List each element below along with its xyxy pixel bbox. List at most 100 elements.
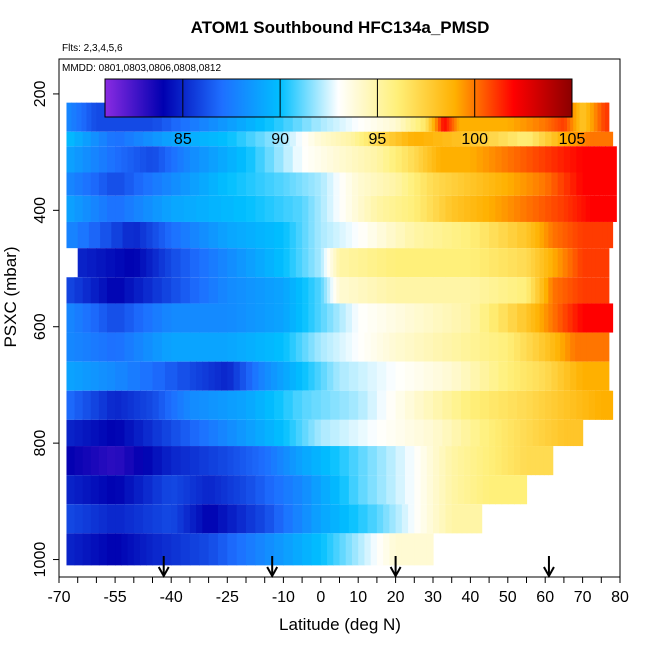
heatmap-cell: [320, 504, 331, 534]
heatmap-cell: [520, 172, 528, 196]
heatmap-cell: [264, 172, 275, 196]
heatmap-cell: [106, 419, 116, 447]
heatmap-cell: [133, 131, 144, 147]
heatmap-cell: [470, 475, 478, 505]
heatmap-cell: [479, 221, 490, 249]
heatmap-cell: [563, 361, 571, 391]
heatmap-cell: [562, 221, 569, 249]
heatmap-cell: [470, 131, 481, 147]
heatmap-cell: [442, 332, 453, 362]
heatmap-cell: [495, 446, 503, 476]
heatmap-cell: [66, 419, 76, 447]
heatmap-cell: [433, 172, 440, 196]
heatmap-cell: [376, 195, 384, 222]
heatmap-cell: [74, 332, 84, 362]
heatmap-cell: [227, 221, 238, 249]
heatmap-cell: [520, 361, 528, 391]
heatmap-cell: [514, 195, 521, 222]
heatmap-cell: [461, 504, 468, 534]
heatmap-cell: [607, 303, 614, 333]
heatmap-cell: [507, 303, 518, 333]
heatmap-cell: [530, 221, 536, 249]
heatmap-cell: [274, 419, 284, 447]
heatmap-cell: [420, 172, 428, 196]
heatmap-cell: [489, 361, 500, 391]
heatmap-cell: [582, 277, 588, 304]
heatmap-cell: [90, 332, 100, 362]
heatmap-cell: [414, 361, 425, 391]
heatmap-cell: [239, 475, 247, 505]
heatmap-cell: [532, 131, 540, 147]
heatmap-cell: [196, 195, 210, 222]
heatmap-cell: [464, 475, 471, 505]
heatmap-cell: [246, 446, 253, 476]
heatmap-cell: [295, 277, 303, 304]
heatmap-cell: [433, 419, 443, 447]
heatmap-cell: [401, 146, 409, 173]
heatmap-cell: [171, 332, 182, 362]
heatmap-cell: [457, 277, 471, 304]
heatmap-cell: [236, 504, 247, 534]
heatmap-cell: [66, 303, 76, 333]
heatmap-cell: [327, 248, 331, 278]
heatmap-cell: [333, 221, 341, 249]
heatmap-cell: [90, 172, 100, 196]
heatmap-cell: [401, 195, 409, 222]
heatmap-cell: [66, 195, 76, 222]
y-axis: 200 400 600 800 1000: [32, 59, 60, 577]
heatmap-cell: [501, 195, 509, 222]
heatmap-cell: [595, 248, 601, 278]
x-tick-label: 30: [424, 589, 442, 606]
heatmap-cell: [526, 390, 534, 420]
heatmap-cell: [152, 533, 163, 566]
heatmap-cell: [74, 475, 84, 505]
heatmap-cell: [333, 277, 337, 304]
heatmap-cell: [562, 303, 569, 333]
heatmap-cell: [98, 475, 108, 505]
heatmap-cell: [333, 195, 341, 222]
heatmap-cell: [600, 361, 606, 391]
heatmap-cell: [320, 248, 325, 278]
heatmap-cell: [302, 172, 309, 196]
heatmap-cell: [66, 332, 76, 362]
heatmap-cell: [433, 475, 440, 505]
heatmap-cell: [395, 419, 406, 447]
heatmap-cell: [420, 248, 434, 278]
heatmap-cell: [274, 303, 284, 333]
heatmap-cell: [607, 195, 613, 222]
heatmap-cell: [526, 303, 532, 333]
heatmap-cell: [143, 303, 154, 333]
heatmap-cell: [171, 475, 179, 505]
heatmap-cell: [292, 146, 303, 173]
heatmap-cell: [530, 303, 536, 333]
heatmap-cell: [283, 419, 291, 447]
heatmap-cell: [376, 475, 387, 505]
heatmap-cell: [573, 419, 577, 447]
heatmap-cell: [367, 303, 378, 333]
heatmap-cell: [158, 248, 166, 278]
heatmap-cell: [345, 195, 353, 222]
heatmap-cell: [581, 195, 587, 222]
heatmap-cell: [520, 446, 528, 476]
heatmap-cell: [289, 172, 297, 196]
heatmap-cell: [442, 361, 453, 391]
heatmap-cell: [180, 277, 191, 304]
heatmap-cell: [581, 131, 587, 147]
heatmap-cell: [82, 475, 92, 505]
heatmap-cell: [311, 390, 322, 420]
heatmap-cell: [189, 504, 197, 534]
heatmap-cell: [351, 195, 359, 222]
heatmap-cell: [264, 303, 275, 333]
heatmap-cell: [66, 277, 76, 304]
heatmap-cell: [605, 172, 612, 196]
heatmap-cell: [358, 446, 369, 476]
heatmap-cell: [461, 303, 471, 333]
heatmap-cell: [336, 248, 341, 278]
heatmap-cell: [567, 303, 574, 333]
heatmap-cell: [90, 533, 100, 566]
heatmap-cell: [115, 172, 126, 196]
heatmap-cell: [152, 475, 163, 505]
heatmap-cell: [348, 361, 359, 391]
heatmap-cell: [177, 475, 185, 505]
